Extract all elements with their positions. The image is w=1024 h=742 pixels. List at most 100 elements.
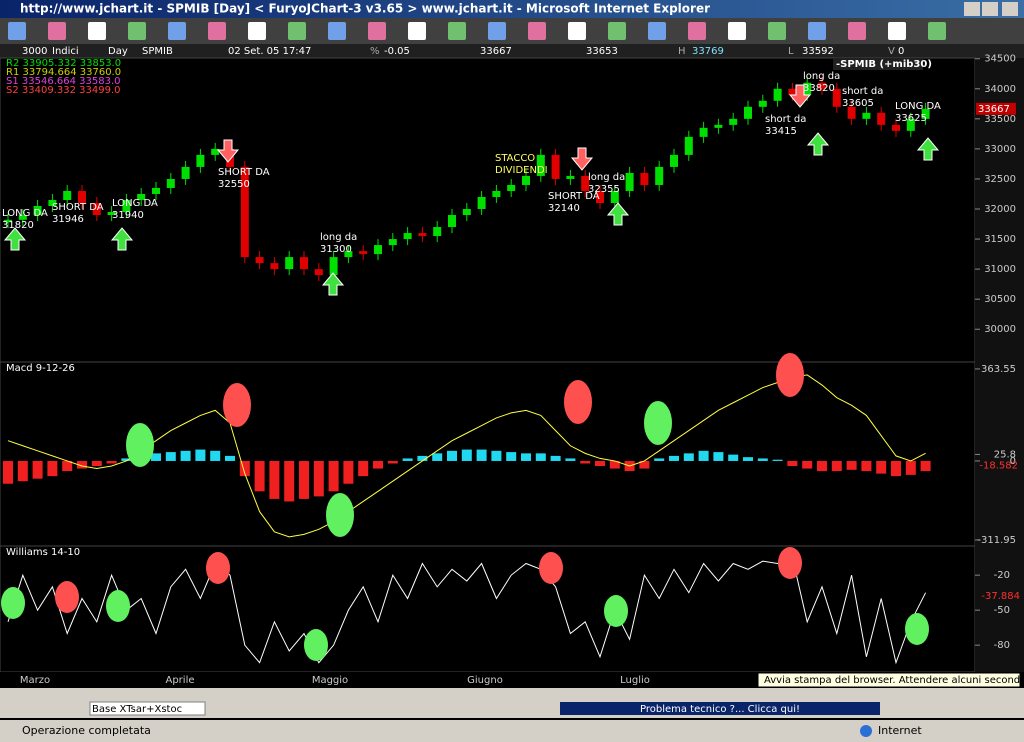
notice[interactable]: Problema tecnico ?... Clicca qui! bbox=[640, 704, 800, 715]
tool-button[interactable] bbox=[248, 22, 266, 40]
panel-title: Macd 9-12-26 bbox=[6, 363, 75, 374]
info-bar bbox=[0, 44, 1024, 58]
y-tick-label: 33000 bbox=[984, 144, 1016, 155]
template-name: Base XTsar+Xstoc bbox=[92, 704, 182, 715]
tool-button[interactable] bbox=[168, 22, 186, 40]
tool-button[interactable] bbox=[848, 22, 866, 40]
signal-marker bbox=[106, 590, 130, 622]
tool-button[interactable] bbox=[928, 22, 946, 40]
tool-button[interactable] bbox=[728, 22, 746, 40]
tool-button[interactable] bbox=[648, 22, 666, 40]
candle-body bbox=[329, 257, 338, 276]
signal-marker bbox=[776, 353, 804, 397]
candle-body bbox=[906, 118, 915, 131]
histogram-bar bbox=[299, 460, 309, 499]
y-tick-label: 32000 bbox=[984, 204, 1016, 215]
tool-button[interactable] bbox=[768, 22, 786, 40]
candle-body bbox=[744, 106, 752, 119]
tool-button[interactable] bbox=[568, 22, 586, 40]
histogram-bar bbox=[817, 460, 827, 472]
histogram-bar bbox=[269, 460, 280, 499]
histogram-bar bbox=[62, 460, 73, 472]
long-arrow bbox=[916, 137, 940, 161]
tool-button[interactable] bbox=[88, 22, 106, 40]
info-field: 0 bbox=[898, 46, 904, 57]
histogram-bar bbox=[580, 460, 591, 464]
histogram-bar bbox=[417, 455, 428, 461]
histogram-bar bbox=[358, 460, 369, 477]
signal-annotation: LONG DA bbox=[2, 208, 48, 219]
tool-button[interactable] bbox=[408, 22, 426, 40]
y-tick-label: -311.95 bbox=[977, 535, 1016, 546]
signal-annotation: STACCO bbox=[495, 153, 535, 164]
tool-button[interactable] bbox=[688, 22, 706, 40]
long-arrow bbox=[3, 227, 27, 251]
tool-button[interactable] bbox=[8, 22, 26, 40]
histogram-bar bbox=[713, 452, 724, 461]
histogram-bar bbox=[121, 458, 132, 461]
tool-button[interactable] bbox=[208, 22, 226, 40]
candle-body bbox=[255, 257, 264, 264]
info-field: L bbox=[788, 46, 794, 57]
signal-annotation: SHORT DA bbox=[548, 191, 600, 202]
histogram-bar bbox=[225, 455, 235, 461]
candle-body bbox=[374, 245, 382, 255]
panel-title: Williams 14-10 bbox=[6, 547, 80, 558]
info-field: 33769 bbox=[692, 46, 724, 57]
signal-marker bbox=[55, 581, 79, 613]
histogram-bar bbox=[476, 449, 487, 461]
signal-annotation: long da bbox=[588, 172, 625, 183]
williams-line bbox=[7, 556, 927, 665]
tooltip: Avvia stampa del browser. Attendere alcu… bbox=[764, 675, 1024, 686]
histogram-bar bbox=[165, 452, 176, 461]
tool-button[interactable] bbox=[808, 22, 826, 40]
maximize-button[interactable] bbox=[982, 2, 998, 16]
candle-body bbox=[196, 154, 205, 167]
candle-body bbox=[388, 239, 397, 246]
long-arrow bbox=[606, 202, 630, 226]
tool-button[interactable] bbox=[528, 22, 546, 40]
tool-button[interactable] bbox=[448, 22, 466, 40]
signal-marker bbox=[778, 547, 802, 579]
tool-button[interactable] bbox=[328, 22, 346, 40]
tool-button[interactable] bbox=[288, 22, 306, 40]
histogram-bar bbox=[831, 460, 842, 472]
tool-button[interactable] bbox=[488, 22, 506, 40]
signal-marker bbox=[206, 552, 230, 584]
notice-bar[interactable] bbox=[560, 702, 880, 715]
candle-body bbox=[877, 112, 886, 125]
tool-button[interactable] bbox=[608, 22, 626, 40]
signal-annotation: SHORT DA bbox=[52, 202, 104, 213]
candle-body bbox=[773, 88, 782, 101]
tool-button[interactable] bbox=[888, 22, 906, 40]
minimize-button[interactable] bbox=[964, 2, 980, 16]
short-arrow bbox=[570, 147, 594, 171]
signal-annotation: SHORT DA bbox=[218, 167, 270, 178]
macd-line bbox=[7, 374, 926, 538]
signal-annotation: 33605 bbox=[842, 98, 874, 109]
info-field: 33653 bbox=[586, 46, 618, 57]
candle-body bbox=[581, 175, 590, 191]
info-field: V bbox=[888, 46, 895, 57]
zone-icon bbox=[860, 725, 872, 737]
tool-button[interactable] bbox=[368, 22, 386, 40]
tool-button[interactable] bbox=[128, 22, 146, 40]
candle-body bbox=[566, 175, 575, 179]
signal-annotation: 32550 bbox=[218, 179, 250, 190]
histogram-bar bbox=[447, 450, 457, 461]
histogram-bar bbox=[728, 454, 739, 461]
candle-body bbox=[92, 202, 101, 216]
info-field: 33592 bbox=[802, 46, 834, 57]
histogram-bar bbox=[461, 449, 472, 461]
template-select[interactable] bbox=[89, 701, 206, 716]
legend: -SPMIB (+mib30) bbox=[836, 59, 932, 70]
close-button[interactable] bbox=[1002, 2, 1018, 16]
histogram-bar bbox=[669, 455, 679, 461]
candle-body bbox=[862, 112, 871, 119]
histogram-bar bbox=[550, 455, 561, 461]
tool-button[interactable] bbox=[48, 22, 66, 40]
signal-annotation: 31946 bbox=[52, 214, 84, 225]
histogram-bar bbox=[151, 453, 161, 461]
candle-body bbox=[18, 215, 27, 220]
histogram-bar bbox=[17, 460, 28, 482]
